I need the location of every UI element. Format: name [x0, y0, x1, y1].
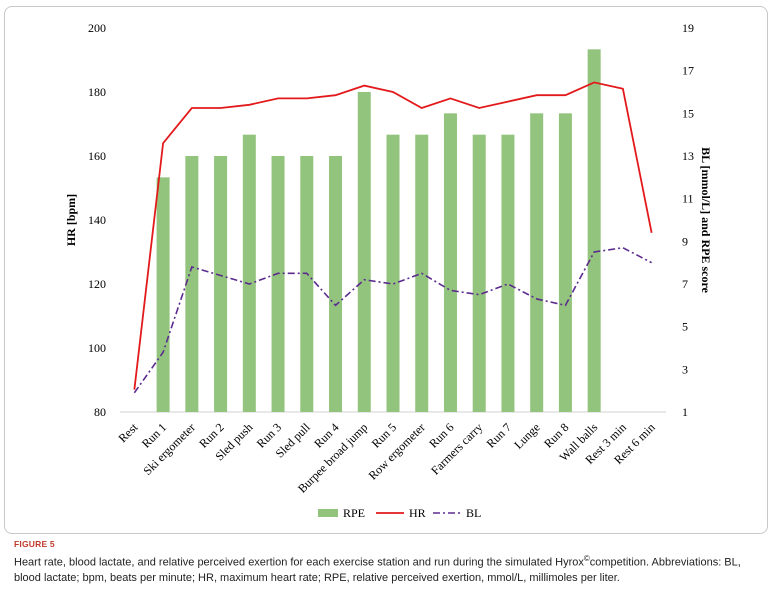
rpe-bar: [530, 113, 544, 412]
rpe-bar: [587, 49, 601, 412]
rpe-bar: [156, 177, 170, 412]
y2-tick-label: 1: [682, 405, 688, 419]
y2-tick-label: 7: [682, 277, 688, 291]
rpe-bar: [357, 92, 371, 412]
y-tick-label: 80: [94, 405, 106, 419]
rpe-bar: [558, 113, 572, 412]
rpe-bar: [271, 156, 285, 412]
y-tick-label: 180: [88, 85, 106, 99]
rpe-bar: [242, 134, 256, 412]
rpe-bar: [300, 156, 314, 412]
figure-caption-text: Heart rate, blood lactate, and relative …: [14, 551, 762, 586]
y2-tick-label: 11: [682, 192, 694, 206]
y-tick-label: 100: [88, 341, 106, 355]
y-axis-title: HR [bpm]: [64, 194, 78, 246]
y2-tick-label: 13: [682, 149, 694, 163]
legend-swatch-rpe: [318, 509, 338, 517]
rpe-bar: [501, 134, 515, 412]
y2-tick-label: 9: [682, 234, 688, 248]
rpe-bar: [185, 156, 199, 412]
y2-axis-title: BL [mmol/L] and RPE score: [699, 147, 713, 293]
rpe-bar: [386, 134, 400, 412]
rpe-bar: [329, 156, 343, 412]
rpe-bar: [472, 134, 486, 412]
legend-label-bl: BL: [466, 506, 481, 520]
rpe-bar: [443, 113, 457, 412]
x-tick-label: Rest: [115, 420, 140, 445]
y-tick-label: 120: [88, 277, 106, 291]
y2-tick-label: 3: [682, 362, 688, 376]
figure-label: FIGURE 5: [14, 539, 55, 549]
bl-line: [133, 246, 653, 394]
y-tick-label: 200: [88, 21, 106, 35]
legend-label-hr: HR: [409, 506, 426, 520]
figure-caption: FIGURE 5 Heart rate, blood lactate, and …: [14, 539, 762, 586]
y2-tick-label: 15: [682, 106, 694, 120]
caption-part-2: competition. Abbreviations: BL, blood la…: [14, 556, 741, 584]
y-tick-label: 140: [88, 213, 106, 227]
rpe-bar: [214, 156, 228, 412]
copyright-mark: ©: [583, 554, 590, 563]
figure-frame: [4, 6, 768, 534]
y2-tick-label: 19: [682, 21, 694, 35]
y2-tick-label: 5: [682, 320, 688, 334]
y2-tick-label: 17: [682, 64, 694, 78]
x-tick-label: Lunge: [511, 420, 543, 452]
caption-part-1: Heart rate, blood lactate, and relative …: [14, 556, 584, 569]
hr-line: [133, 81, 653, 390]
x-tick-label: Run 7: [484, 420, 514, 450]
legend-label-rpe: RPE: [343, 506, 365, 520]
y-tick-label: 160: [88, 149, 106, 163]
